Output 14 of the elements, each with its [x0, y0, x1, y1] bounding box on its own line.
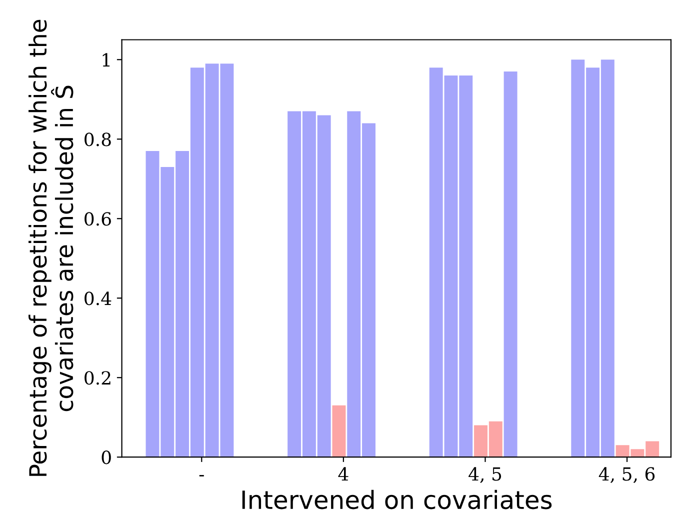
y-tick-label: 0.4	[84, 292, 112, 306]
x-tick-label: -	[199, 475, 204, 476]
x-tick-label: 4, 5, 6	[598, 467, 655, 484]
x-axis-title: Intervened on covariates	[242, 490, 552, 510]
bar	[504, 72, 518, 458]
y-axis-title: Percentage of repetitions for which the covariates are included in Ŝ	[28, 20, 74, 476]
y-tick-label: 0.6	[84, 212, 111, 226]
bar	[332, 405, 346, 458]
x-tick-label: 4, 5	[468, 467, 502, 484]
y-tick-label: 0.8	[84, 132, 111, 146]
x-tick-label: 4	[338, 467, 348, 481]
y-tick-label: 1	[102, 53, 110, 66]
y-tick-label: 0	[102, 450, 111, 464]
y-tick-label: 0.2	[84, 371, 110, 385]
